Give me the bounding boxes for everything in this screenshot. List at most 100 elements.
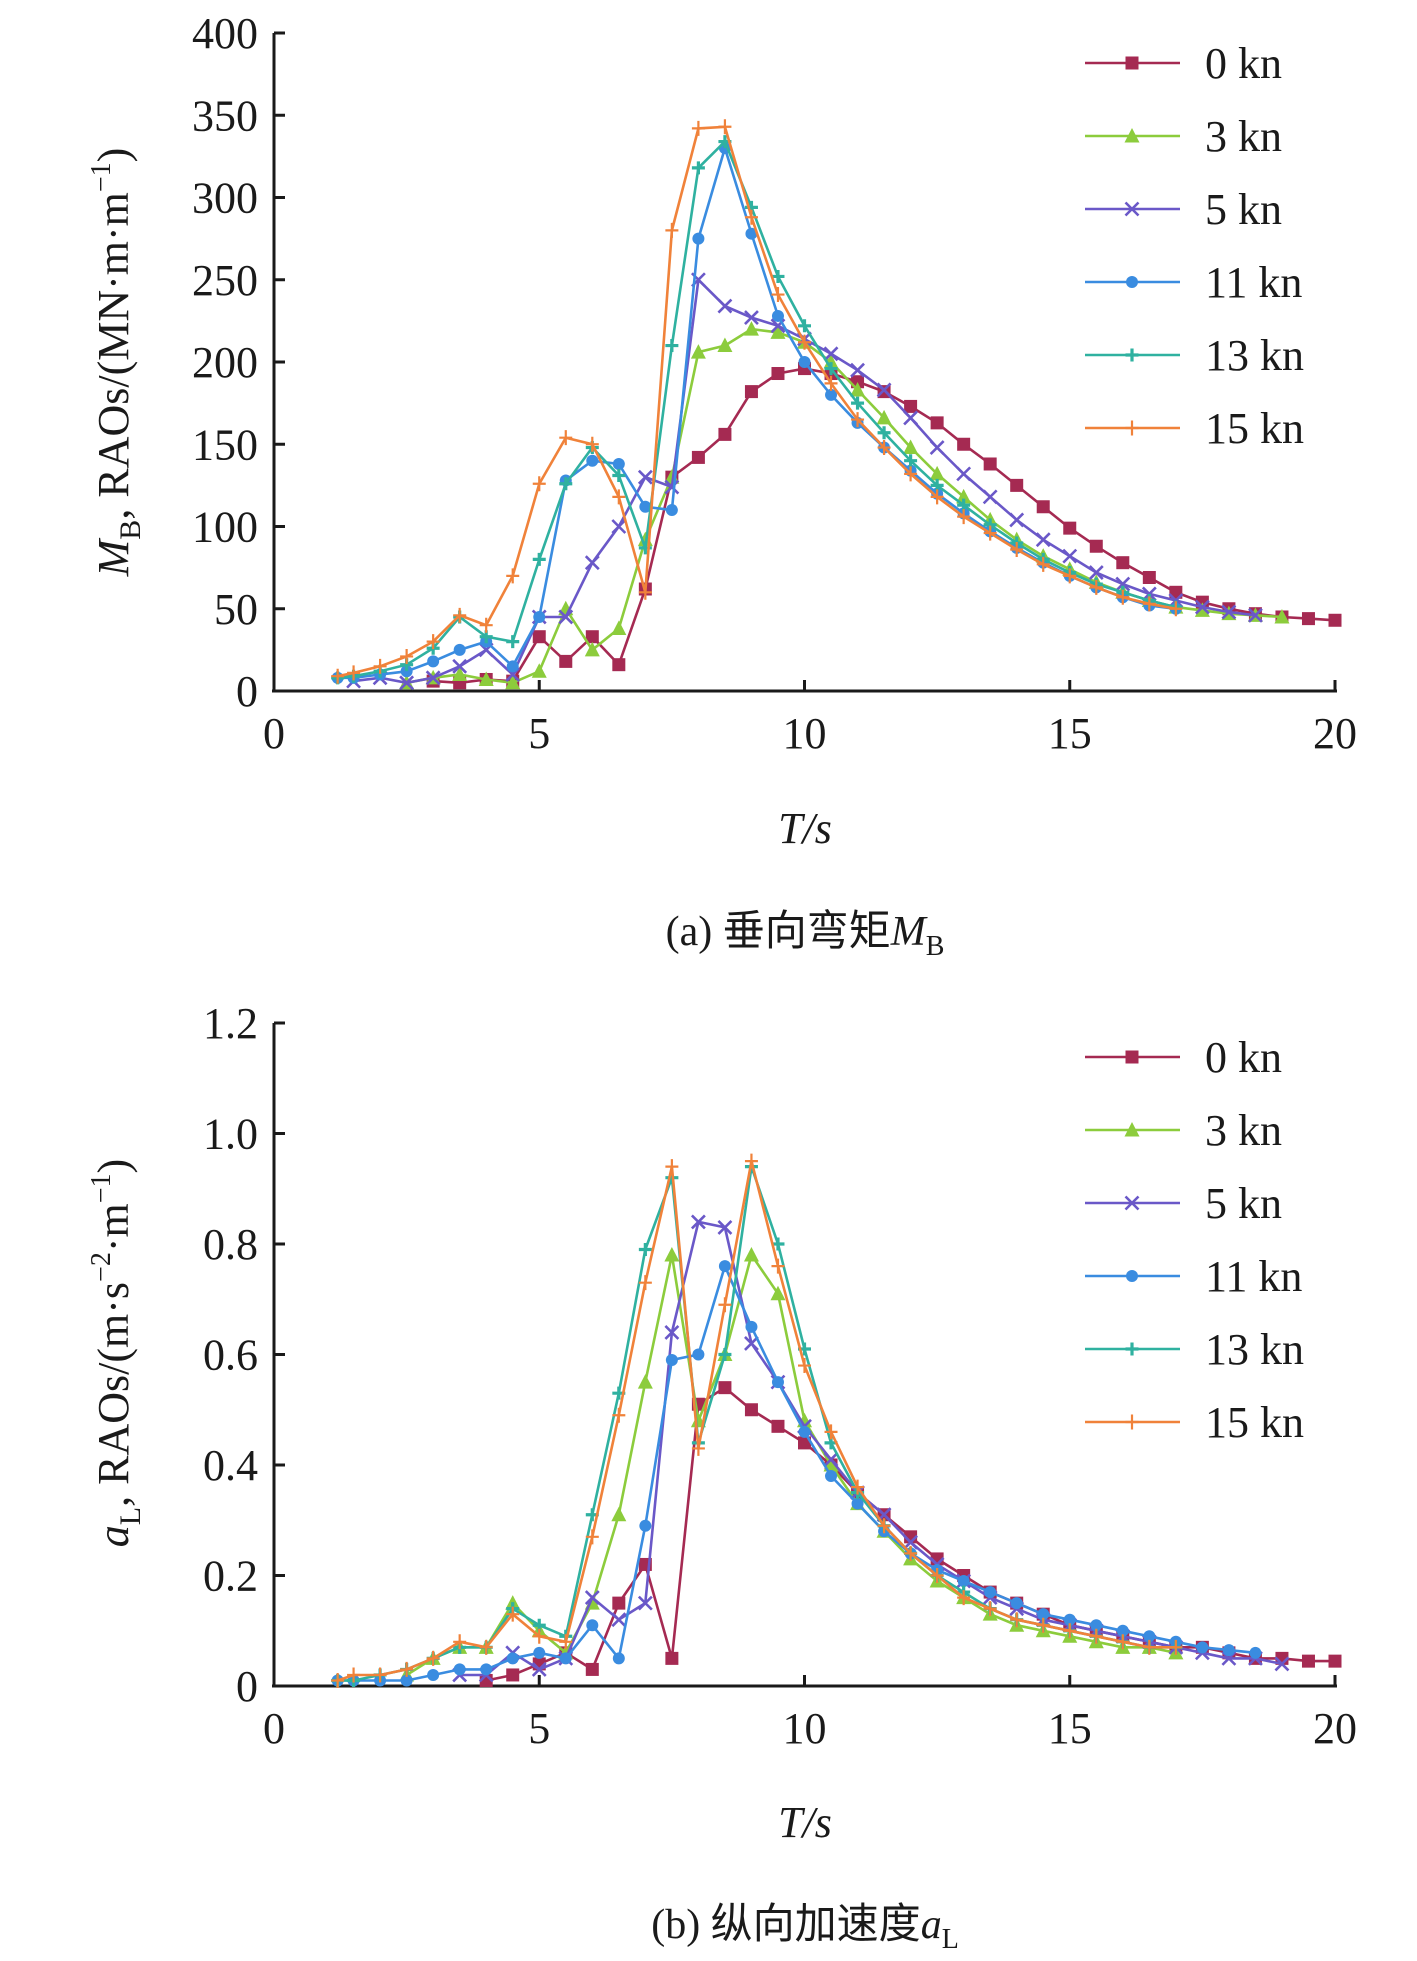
chart-panel-a: 0 50 100 150 200 250 300 350 400 0 5 10 15 20 MB, RA… (86, 9, 1357, 962)
data-point (743, 321, 759, 336)
data-point (612, 1596, 626, 1610)
data-point (559, 477, 573, 491)
legend-label: 15 kn (1205, 1398, 1304, 1447)
data-point (347, 1667, 361, 1683)
data-point (505, 674, 521, 690)
data-point (691, 1440, 705, 1456)
y-tick-label: 0 (236, 1662, 258, 1711)
data-point (877, 440, 891, 456)
data-point (718, 1297, 732, 1313)
data-point (1063, 1613, 1076, 1626)
series-15-kn (331, 1153, 1183, 1688)
data-point (347, 665, 361, 681)
data-point (718, 1381, 732, 1395)
y-tick-label: 1.2 (203, 999, 258, 1048)
data-point (903, 439, 919, 455)
data-point (585, 436, 599, 452)
data-point (452, 658, 468, 674)
data-point (904, 454, 918, 468)
data-point (744, 310, 759, 326)
data-point (1194, 602, 1210, 617)
data-point (1036, 500, 1050, 514)
data-point (638, 584, 652, 600)
data-point (957, 437, 971, 451)
chart-panel-b: 0 0.2 0.4 0.6 0.8 1.0 1.2 0 5 10 15 20 aL, RAOs/(m… (86, 999, 1357, 1955)
data-point (506, 635, 520, 649)
data-point (798, 334, 811, 350)
data-point (1062, 548, 1078, 564)
legend-item: 3 kn (1085, 112, 1282, 161)
data-point (718, 1260, 731, 1273)
data-point (771, 269, 785, 283)
legend-item: 13 kn (1085, 331, 1304, 380)
x-tick-label: 5 (528, 709, 550, 758)
data-point (824, 1424, 838, 1440)
data-point (1194, 599, 1210, 615)
data-point (1010, 478, 1024, 492)
data-point (453, 643, 466, 656)
legend-item: 3 kn (1085, 1106, 1282, 1155)
data-point (691, 161, 705, 175)
data-point (798, 356, 811, 368)
data-point (506, 1652, 519, 1665)
data-point (400, 648, 414, 664)
data-point (373, 1667, 387, 1683)
data-point (717, 298, 733, 314)
data-point (744, 1403, 758, 1417)
x-tick-label: 20 (1313, 709, 1357, 758)
data-point (331, 668, 345, 684)
data-point (1036, 1617, 1050, 1633)
data-point (637, 1374, 653, 1389)
x-axis-title-a: T/s (778, 804, 832, 853)
data-point (533, 610, 546, 623)
data-point (956, 466, 972, 482)
data-point (612, 658, 626, 672)
data-point (929, 440, 945, 455)
data-point (612, 457, 625, 470)
data-point (452, 666, 468, 682)
plot-area-b (331, 1153, 1342, 1688)
y-tick-label: 250 (192, 256, 258, 305)
data-point (1089, 579, 1103, 595)
data-point (1010, 1597, 1023, 1610)
plot-area-a (331, 119, 1342, 691)
y-tick-label: 0.6 (203, 1331, 258, 1380)
data-point (639, 1519, 652, 1532)
series-line (337, 1262, 1256, 1682)
legend-item: 5 kn (1085, 1179, 1282, 1228)
data-point (586, 1619, 599, 1632)
legend-label: 5 kn (1205, 185, 1282, 234)
data-point (612, 1407, 626, 1423)
y-axis-title-b: aL, RAOs/(m·s−2·m−1) (86, 1159, 147, 1547)
data-point (691, 450, 705, 464)
legend-marker (1124, 128, 1140, 143)
data-point (771, 1376, 784, 1389)
data-point (851, 412, 865, 428)
data-point (957, 1590, 971, 1606)
data-point (983, 1601, 997, 1617)
data-point (825, 388, 838, 401)
data-point (559, 654, 573, 668)
series-line (337, 1166, 1176, 1682)
data-point (1143, 1630, 1156, 1643)
y-tick-label: 0 (236, 667, 258, 716)
data-point (453, 607, 467, 623)
data-point (585, 1529, 599, 1545)
data-point (771, 287, 785, 303)
legend-item: 13 kn (1085, 1325, 1304, 1374)
caption-a: (a) 垂向弯矩MB (666, 908, 945, 962)
data-point (771, 367, 785, 381)
data-point (1035, 532, 1051, 548)
data-point (611, 1612, 627, 1628)
data-point (425, 670, 441, 686)
data-point (930, 1568, 944, 1583)
legend-label: 0 kn (1205, 1033, 1282, 1082)
data-point (771, 309, 784, 322)
data-point (532, 476, 546, 492)
data-point (824, 375, 838, 391)
data-point (665, 1159, 679, 1175)
data-point (823, 1452, 839, 1467)
data-point (612, 1652, 625, 1665)
data-point (479, 1639, 493, 1655)
data-point (558, 609, 574, 625)
